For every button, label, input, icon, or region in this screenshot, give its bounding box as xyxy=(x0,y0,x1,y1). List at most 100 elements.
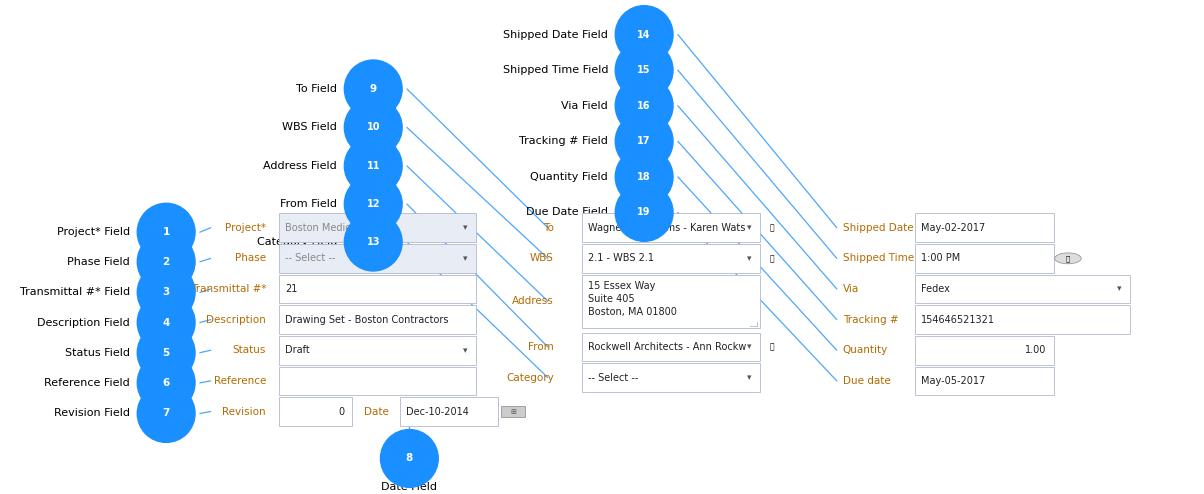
Text: Boston Medical Center: Boston Medical Center xyxy=(285,223,396,233)
Ellipse shape xyxy=(344,137,402,195)
Ellipse shape xyxy=(344,213,402,271)
Text: ▾: ▾ xyxy=(462,223,467,232)
FancyBboxPatch shape xyxy=(279,275,476,303)
Ellipse shape xyxy=(380,430,438,487)
Text: Address Field: Address Field xyxy=(264,161,337,171)
Text: 🔍: 🔍 xyxy=(769,342,774,351)
Text: Transmittal #*: Transmittal #* xyxy=(190,284,266,294)
Circle shape xyxy=(1055,253,1081,264)
Ellipse shape xyxy=(615,41,673,99)
Text: -- Select --: -- Select -- xyxy=(588,372,638,382)
Ellipse shape xyxy=(137,324,195,381)
Text: ▾: ▾ xyxy=(746,373,751,382)
Text: 3: 3 xyxy=(163,288,170,297)
Text: 🕐: 🕐 xyxy=(1066,255,1070,262)
FancyBboxPatch shape xyxy=(582,213,760,242)
Ellipse shape xyxy=(137,354,195,412)
Text: 17: 17 xyxy=(637,136,651,146)
Text: ▾: ▾ xyxy=(462,346,467,355)
FancyBboxPatch shape xyxy=(915,275,1129,303)
Text: 15: 15 xyxy=(637,65,651,75)
Text: 12: 12 xyxy=(366,199,380,209)
Text: 1: 1 xyxy=(163,227,170,237)
Text: Fedex: Fedex xyxy=(921,284,950,294)
Text: To Field: To Field xyxy=(296,84,337,94)
Text: Date Field: Date Field xyxy=(382,482,437,492)
Text: 7: 7 xyxy=(163,409,170,418)
Text: 13: 13 xyxy=(366,237,380,247)
Text: 5: 5 xyxy=(163,348,170,358)
FancyBboxPatch shape xyxy=(915,367,1054,395)
Text: 2: 2 xyxy=(163,257,170,267)
Text: 15 Essex Way: 15 Essex Way xyxy=(588,281,655,290)
Text: 1.00: 1.00 xyxy=(1025,345,1046,355)
Text: 🔍: 🔍 xyxy=(769,223,774,232)
Text: Drawing Set - Boston Contractors: Drawing Set - Boston Contractors xyxy=(285,315,449,325)
Text: Project*: Project* xyxy=(225,223,266,233)
Text: ▾: ▾ xyxy=(462,254,467,263)
Text: 6: 6 xyxy=(163,378,170,388)
Text: 18: 18 xyxy=(637,172,651,182)
Text: Shipped Date Field: Shipped Date Field xyxy=(503,30,608,40)
Ellipse shape xyxy=(137,264,195,321)
FancyBboxPatch shape xyxy=(279,213,476,242)
FancyBboxPatch shape xyxy=(279,244,476,273)
Text: 16: 16 xyxy=(637,101,651,111)
Text: 2.1 - WBS 2.1: 2.1 - WBS 2.1 xyxy=(588,253,654,263)
Text: 10: 10 xyxy=(366,123,380,132)
Text: 154646521321: 154646521321 xyxy=(921,315,995,325)
Text: ⊞: ⊞ xyxy=(510,409,515,414)
Text: Suite 405: Suite 405 xyxy=(588,294,635,304)
Text: Due Date Field: Due Date Field xyxy=(526,207,608,217)
Text: 19: 19 xyxy=(637,207,651,217)
Ellipse shape xyxy=(615,184,673,241)
Text: From: From xyxy=(529,342,554,352)
FancyBboxPatch shape xyxy=(279,397,352,426)
Text: 14: 14 xyxy=(637,30,651,40)
Text: Draft: Draft xyxy=(285,345,311,355)
Text: Due date: Due date xyxy=(843,376,891,386)
Text: 9: 9 xyxy=(370,84,377,94)
FancyBboxPatch shape xyxy=(279,336,476,365)
Text: Rockwell Architects - Ann Rockw: Rockwell Architects - Ann Rockw xyxy=(588,342,746,352)
Text: May-02-2017: May-02-2017 xyxy=(921,223,985,233)
Text: -- Select --: -- Select -- xyxy=(285,253,336,263)
Text: Wagner & Williams - Karen Wats: Wagner & Williams - Karen Wats xyxy=(588,223,745,233)
Text: 0: 0 xyxy=(338,407,344,416)
Text: Quantity: Quantity xyxy=(843,345,889,355)
FancyBboxPatch shape xyxy=(582,244,760,273)
FancyBboxPatch shape xyxy=(279,305,476,334)
Text: Boston, MA 01800: Boston, MA 01800 xyxy=(588,307,677,317)
Ellipse shape xyxy=(137,204,195,261)
Text: WBS Field: WBS Field xyxy=(282,123,337,132)
Text: Category: Category xyxy=(506,372,554,382)
Text: 11: 11 xyxy=(366,161,380,171)
Text: WBS: WBS xyxy=(530,253,554,263)
Text: 🔍: 🔍 xyxy=(769,254,774,263)
Text: May-05-2017: May-05-2017 xyxy=(921,376,985,386)
FancyBboxPatch shape xyxy=(279,367,476,395)
Text: Quantity Field: Quantity Field xyxy=(530,172,608,182)
Text: Shipped Date: Shipped Date xyxy=(843,223,914,233)
FancyBboxPatch shape xyxy=(915,336,1054,365)
Text: ▾: ▾ xyxy=(746,342,751,351)
Text: From Field: From Field xyxy=(281,199,337,209)
Text: Status: Status xyxy=(232,345,266,355)
Text: 4: 4 xyxy=(163,318,170,328)
FancyBboxPatch shape xyxy=(582,275,760,328)
Text: Via Field: Via Field xyxy=(561,101,608,111)
Ellipse shape xyxy=(615,77,673,134)
Text: Address: Address xyxy=(512,296,554,306)
Text: 8: 8 xyxy=(406,453,413,463)
Text: Reference Field: Reference Field xyxy=(45,378,130,388)
Text: Tracking #: Tracking # xyxy=(843,315,898,325)
Ellipse shape xyxy=(344,175,402,233)
Ellipse shape xyxy=(137,385,195,442)
Text: Phase Field: Phase Field xyxy=(67,257,130,267)
Text: Revision: Revision xyxy=(223,407,266,416)
Ellipse shape xyxy=(137,233,195,290)
FancyBboxPatch shape xyxy=(400,397,498,426)
Text: ▾: ▾ xyxy=(1117,285,1121,293)
FancyBboxPatch shape xyxy=(915,305,1129,334)
Text: 1:00 PM: 1:00 PM xyxy=(921,253,961,263)
